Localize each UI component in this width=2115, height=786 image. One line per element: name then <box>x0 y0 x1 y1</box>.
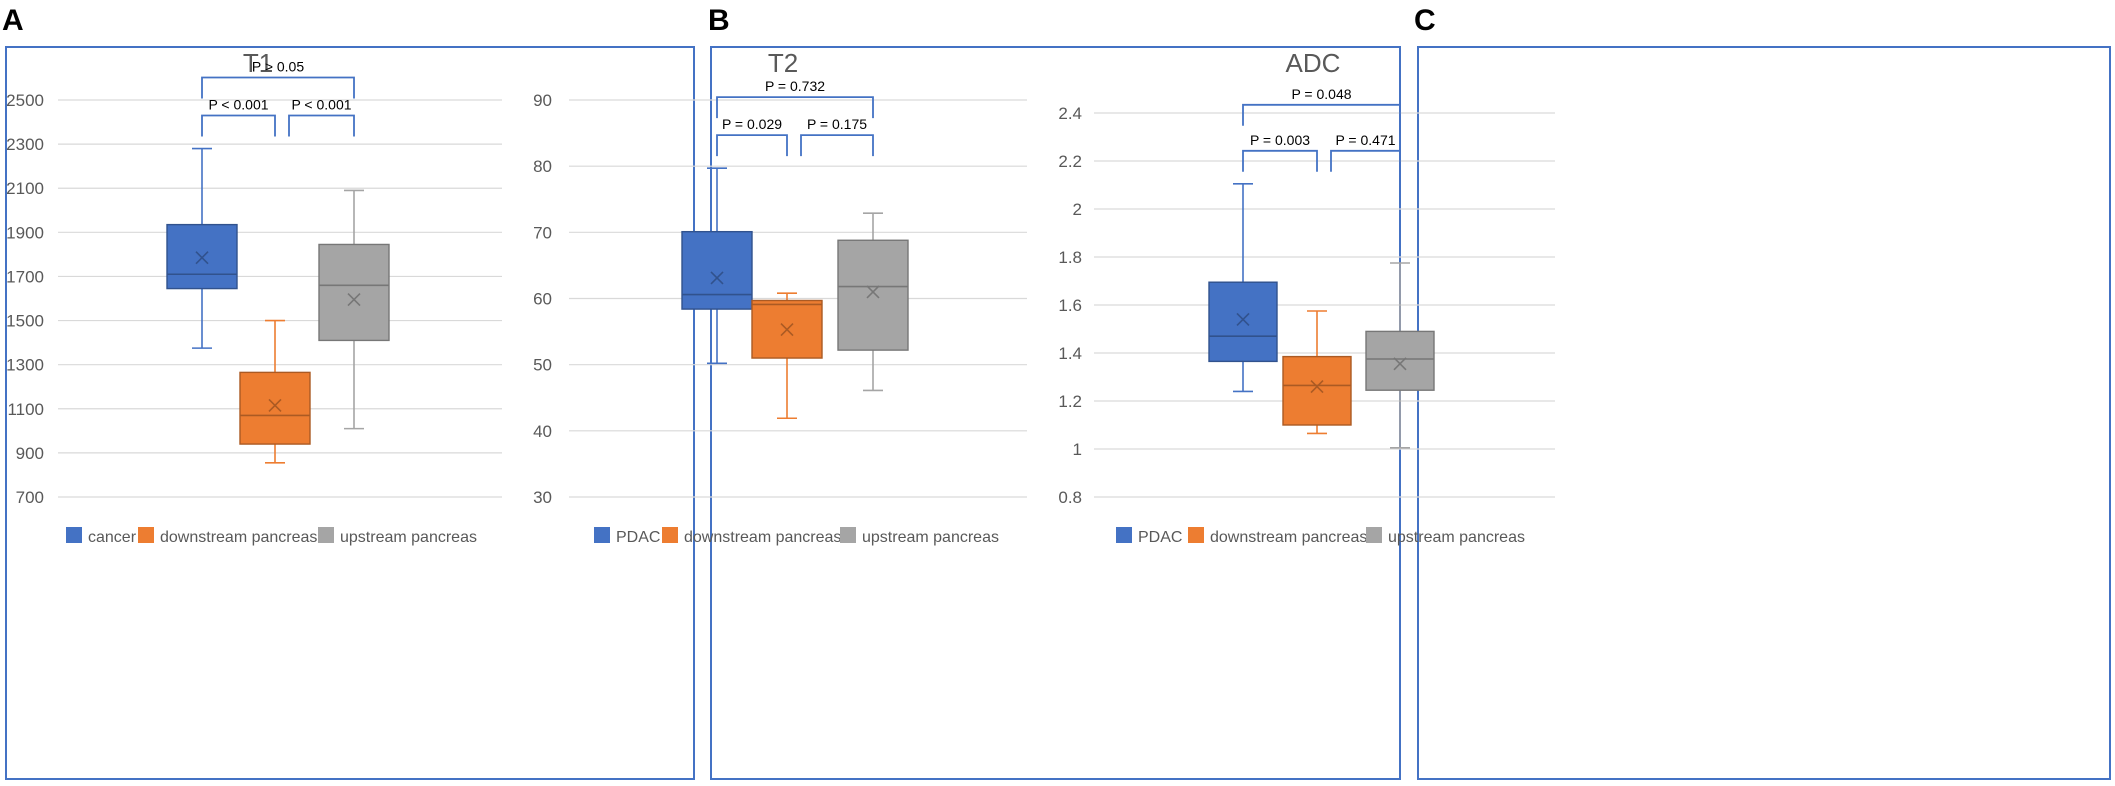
legend-label: PDAC <box>1138 529 1182 546</box>
legend-swatch <box>318 527 334 543</box>
y-tick-label: 2.2 <box>1058 152 1082 171</box>
p-value-label: P = 0.471 <box>1335 132 1395 148</box>
legend-swatch <box>138 527 154 543</box>
legend-label: downstream pancreas <box>1210 529 1367 546</box>
significance-bracket <box>800 134 874 157</box>
panel-letter-c: C <box>1414 4 1436 37</box>
mean-marker <box>347 293 361 307</box>
box-iqr <box>1208 281 1278 363</box>
chart-t2: T2 30 40 50 60 70 80 90 P = 0.029 P = 0.175 P = 0.… <box>533 48 1027 546</box>
mean-marker-stroke <box>1393 357 1407 371</box>
y-tick-label: 90 <box>533 91 552 110</box>
legend-label: downstream pancreas <box>160 529 317 546</box>
mean-marker-stroke <box>710 271 724 285</box>
p-value-label: P = 0.175 <box>807 116 867 132</box>
y-tick-label: 2 <box>1073 200 1082 219</box>
y-tick-label: 2100 <box>6 179 44 198</box>
significance-bracket <box>201 76 355 99</box>
y-tick-label: 0.8 <box>1058 488 1082 507</box>
mean-marker-stroke <box>1236 312 1250 326</box>
mean-marker <box>1236 312 1250 326</box>
mean-marker-stroke <box>347 293 361 307</box>
y-tick-label: 700 <box>16 488 44 507</box>
y-tick-label: 900 <box>16 444 44 463</box>
p-value-label: P < 0.001 <box>208 97 268 113</box>
box-iqr <box>681 230 753 310</box>
legend-label: upstream pancreas <box>1388 529 1525 546</box>
box-iqr <box>837 239 909 351</box>
significance-bracket <box>1242 149 1318 172</box>
p-value-label: P = 0.048 <box>1291 86 1351 102</box>
mean-marker <box>195 251 209 265</box>
y-tick-label: 1.4 <box>1058 344 1082 363</box>
legend-label: cancer <box>88 529 137 546</box>
y-tick-label: 2300 <box>6 135 44 154</box>
mean-marker <box>1393 357 1407 371</box>
mean-marker-stroke <box>866 285 880 299</box>
significance-bracket <box>1242 103 1401 126</box>
y-tick-label: 1300 <box>6 356 44 375</box>
y-tick-label: 1.8 <box>1058 248 1082 267</box>
p-value-label: P > 0.05 <box>252 59 305 75</box>
y-tick-label: 1900 <box>6 223 44 242</box>
mean-marker-stroke <box>1310 380 1324 394</box>
legend-swatch <box>594 527 610 543</box>
y-tick-label: 30 <box>533 488 552 507</box>
panel-c-frame <box>1417 46 2111 780</box>
y-tick-label: 1100 <box>7 400 44 419</box>
box-iqr <box>318 243 390 342</box>
panel-letter-a: A <box>2 4 24 37</box>
mean-marker-stroke <box>268 398 282 413</box>
legend-swatch <box>840 527 856 543</box>
legend-swatch <box>1366 527 1382 543</box>
mean-marker <box>866 285 880 299</box>
legend-label: downstream pancreas <box>684 529 841 546</box>
box-iqr <box>1365 330 1435 391</box>
y-tick-label: 1500 <box>6 312 44 331</box>
mean-marker <box>780 323 794 337</box>
chart-t1: T1 700 900 1100 1300 1500 1700 1900 2100 2300 2500… <box>6 48 502 546</box>
y-tick-label: 70 <box>533 223 552 242</box>
significance-bracket <box>201 114 276 137</box>
significance-bracket <box>1330 149 1401 172</box>
y-tick-label: 1 <box>1073 440 1082 459</box>
significance-bracket <box>288 114 355 137</box>
y-tick-label: 2500 <box>6 91 44 110</box>
y-tick-label: 60 <box>533 290 552 309</box>
y-tick-label: 1.6 <box>1058 296 1082 315</box>
legend-label: upstream pancreas <box>862 529 999 546</box>
mean-marker <box>710 271 724 285</box>
panel-letter-b: B <box>708 4 730 37</box>
p-value-label: P = 0.029 <box>722 116 782 132</box>
y-tick-label: 80 <box>533 157 552 176</box>
p-value-label: P < 0.001 <box>291 97 351 113</box>
y-tick-label: 40 <box>533 422 552 441</box>
significance-bracket <box>716 134 788 157</box>
legend-swatch <box>1188 527 1204 543</box>
p-value-label: P = 0.003 <box>1250 132 1310 148</box>
y-tick-label: 2.4 <box>1058 104 1082 123</box>
chart-title: ADC <box>1286 48 1341 78</box>
significance-bracket <box>716 96 874 119</box>
legend-label: PDAC <box>616 529 660 546</box>
box-iqr <box>1282 355 1352 426</box>
box-iqr <box>239 371 311 445</box>
legend-swatch <box>66 527 82 543</box>
chart-title: T2 <box>768 48 798 78</box>
mean-marker <box>1310 380 1324 394</box>
legend-swatch <box>1116 527 1132 543</box>
y-tick-label: 50 <box>533 356 552 375</box>
y-tick-label: 1.2 <box>1058 392 1082 411</box>
y-tick-label: 1700 <box>6 267 44 286</box>
panel-a-frame <box>5 46 695 780</box>
mean-marker <box>268 398 282 413</box>
p-value-label: P = 0.732 <box>765 78 825 94</box>
legend-label: upstream pancreas <box>340 529 477 546</box>
chart-title: T1 <box>243 48 273 78</box>
legend-swatch <box>662 527 678 543</box>
chart-adc: ADC 0.8 1 1.2 1.4 1.6 1.8 2 2.2 2.4 P = 0.003 P = 0… <box>1058 48 1555 546</box>
mean-marker-stroke <box>780 323 794 337</box>
mean-marker-stroke <box>195 251 209 265</box>
